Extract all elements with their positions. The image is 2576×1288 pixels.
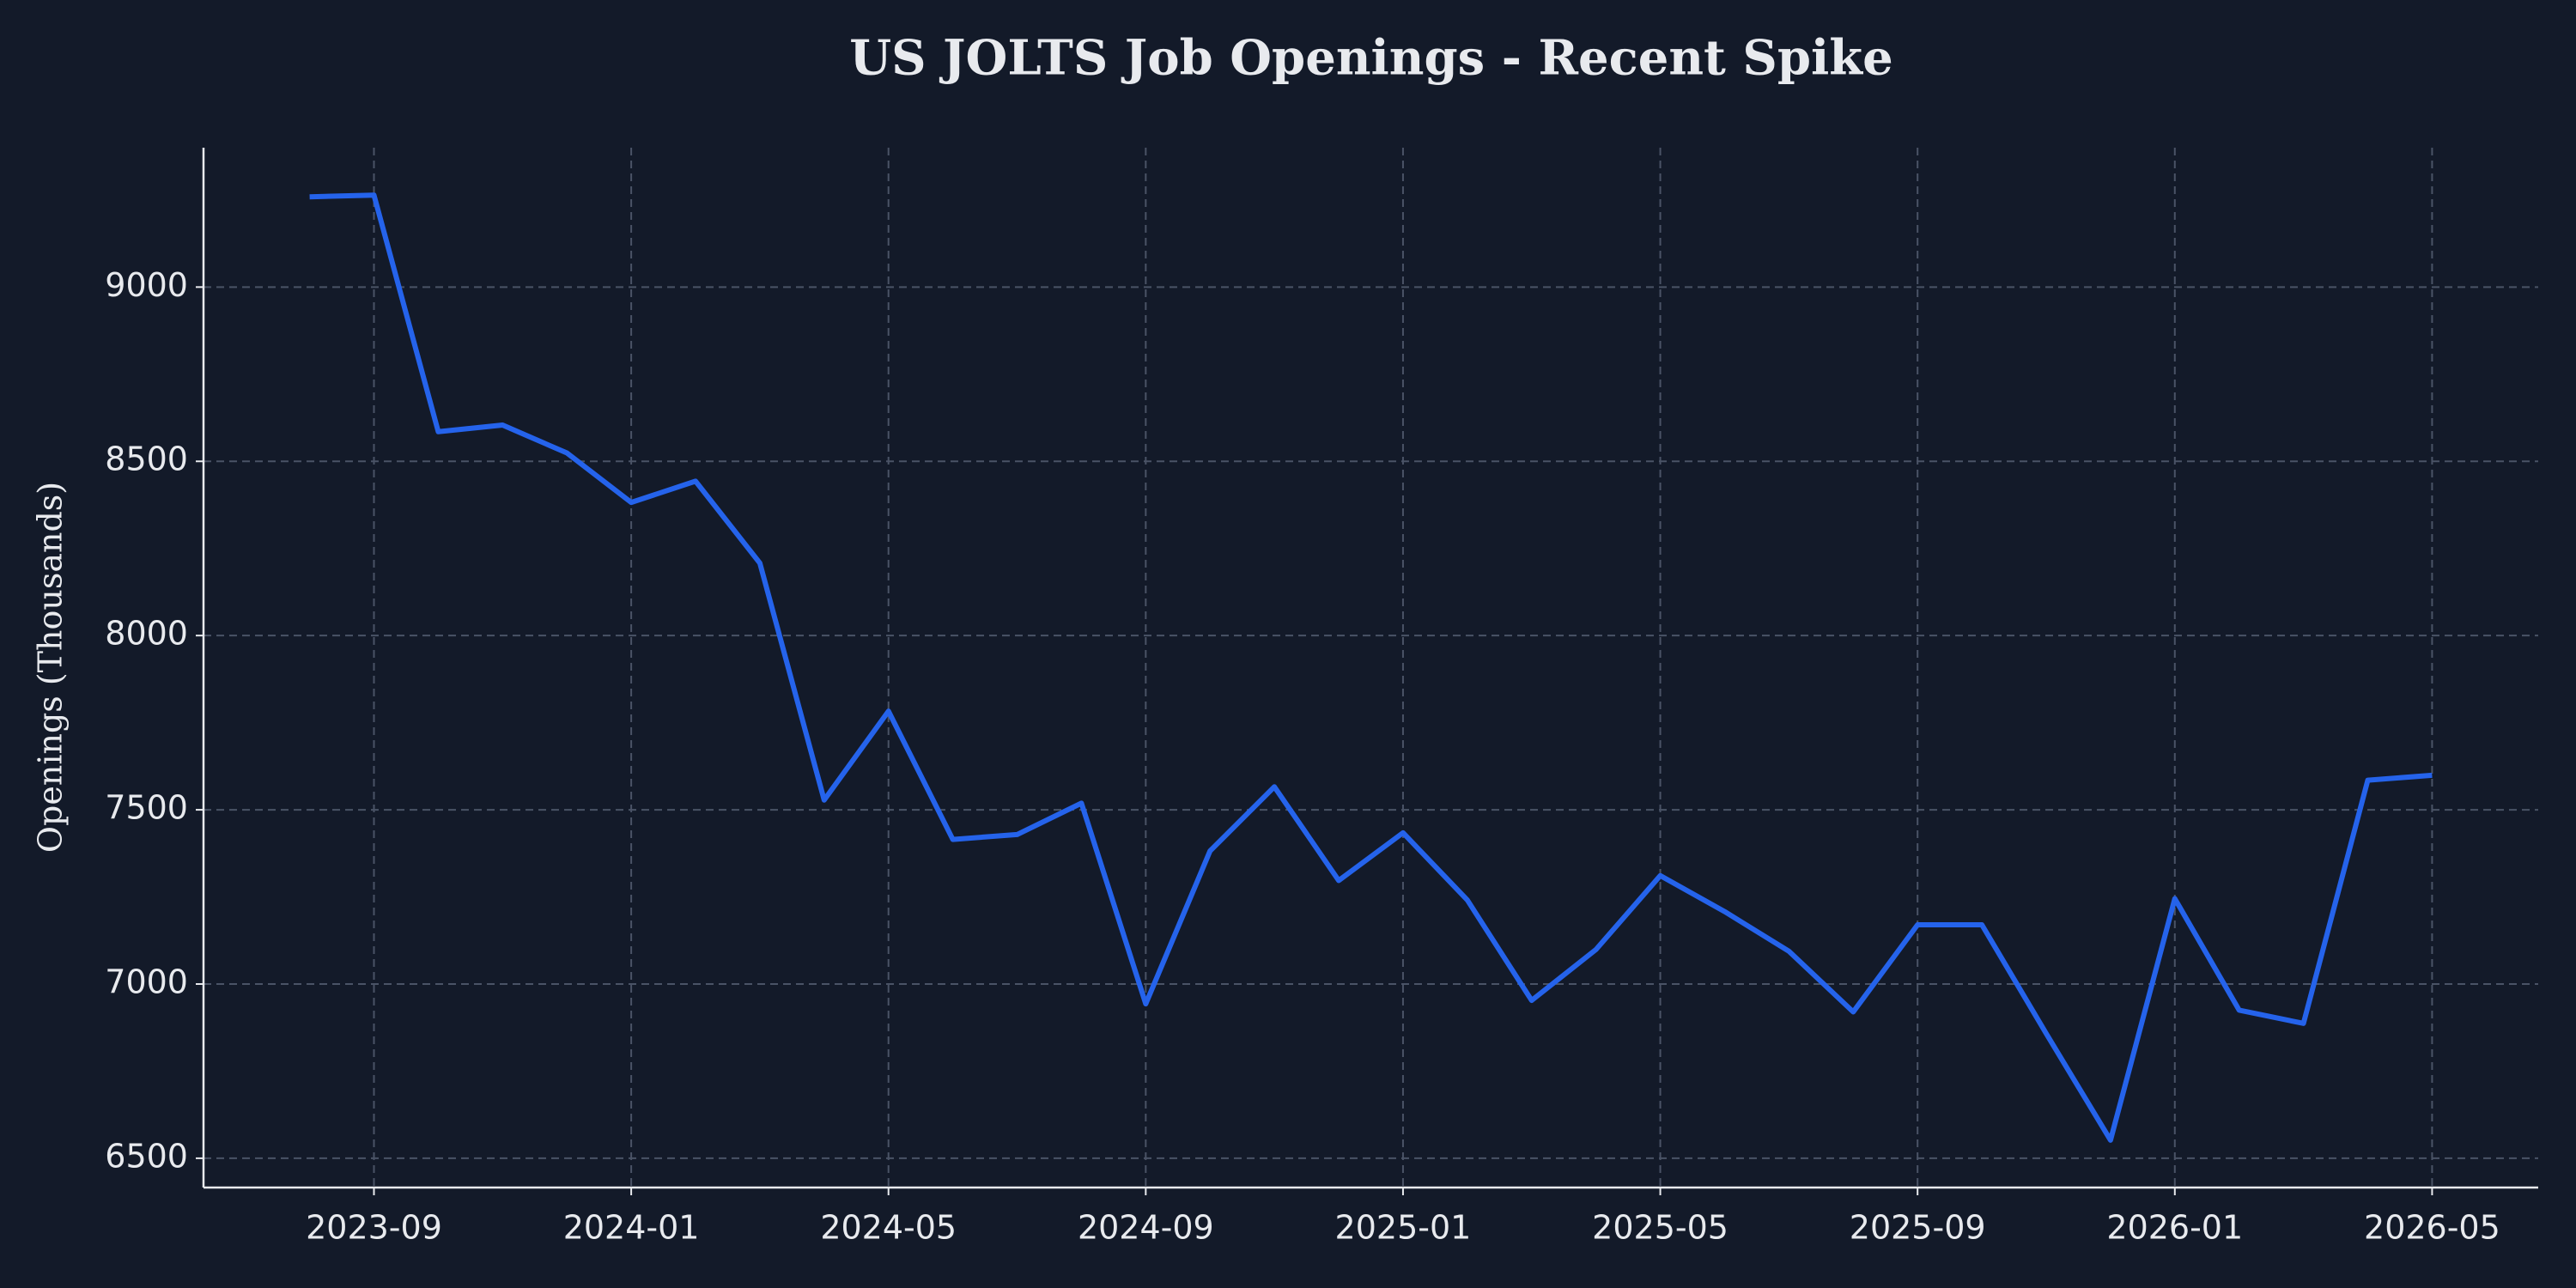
y-tick-label: 7000	[105, 963, 188, 1000]
y-tick-label: 9000	[105, 266, 188, 304]
chart-title: US JOLTS Job Openings - Recent Spike	[849, 30, 1893, 87]
x-tick-label: 2025-09	[1850, 1209, 1986, 1247]
x-tick-label: 2024-01	[563, 1209, 700, 1247]
x-tick-label: 2026-01	[2106, 1209, 2243, 1247]
x-tick-label: 2023-09	[306, 1209, 442, 1247]
x-tick-label: 2025-01	[1335, 1209, 1472, 1247]
data-line	[309, 192, 2433, 1143]
y-axis-label: Openings (Thousands)	[32, 482, 70, 853]
x-tick-label: 2026-05	[2364, 1209, 2500, 1247]
x-tick-label: 2025-05	[1592, 1209, 1728, 1247]
y-tick-label: 6500	[105, 1137, 188, 1175]
y-tick-label: 7500	[105, 789, 188, 827]
x-tick-label: 2024-09	[1078, 1209, 1214, 1247]
y-tick-label: 8500	[105, 440, 188, 478]
y-tick-label: 8000	[105, 615, 188, 653]
x-tick-label: 2024-05	[820, 1209, 957, 1247]
